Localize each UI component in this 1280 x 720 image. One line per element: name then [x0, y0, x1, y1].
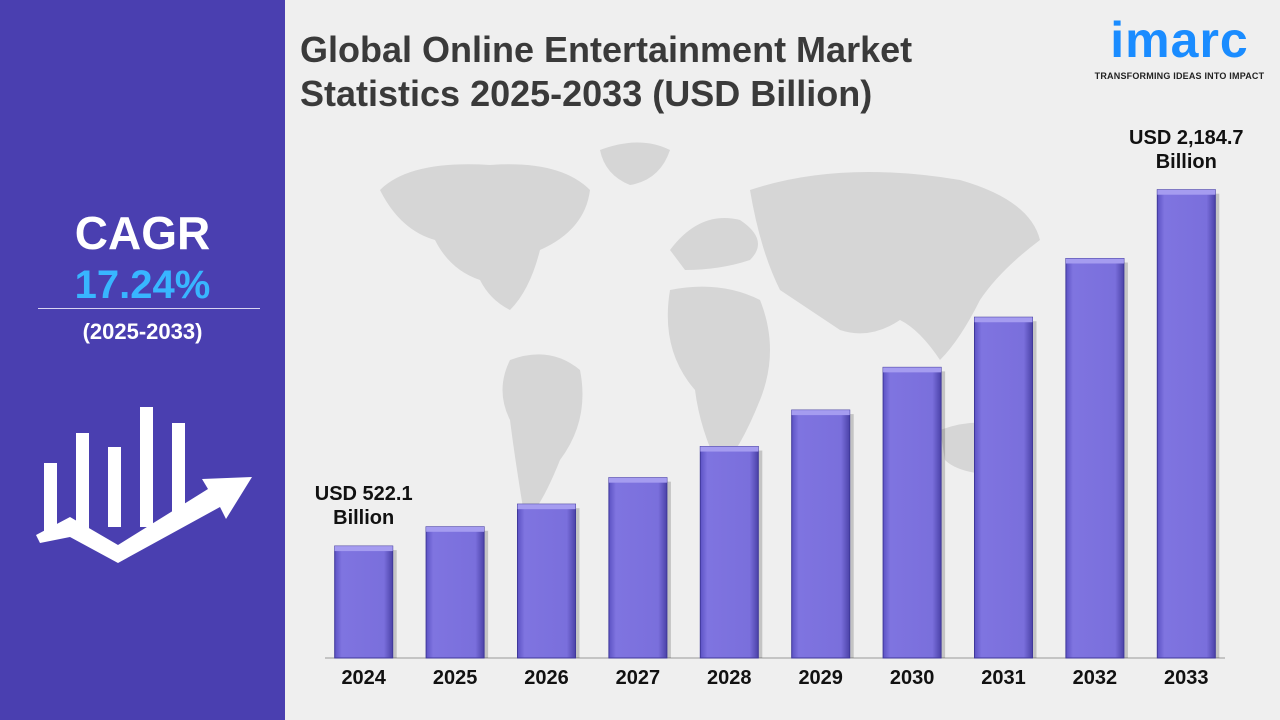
bar-2032 — [1065, 257, 1125, 659]
bar-2024 — [334, 545, 394, 659]
bar-2027 — [608, 477, 668, 659]
bar-cap-2025 — [426, 526, 485, 532]
cagr-divider — [38, 308, 260, 309]
logo-text: imarc — [1110, 12, 1249, 68]
cagr-label: CAGR — [74, 207, 211, 259]
tick-label-2030: 2030 — [890, 667, 935, 689]
bar-cap-2024 — [334, 546, 393, 552]
chart-title: Global Online Entertainment Market Stati… — [300, 28, 1040, 116]
growth-bars-arrow-icon — [36, 407, 252, 563]
bar-cap-2028 — [700, 446, 759, 452]
bar-2028 — [699, 446, 759, 659]
logo-tagline: TRANSFORMING IDEAS INTO IMPACT — [1094, 71, 1265, 81]
bar-cap-2029 — [791, 410, 850, 416]
bar-cap-2033 — [1157, 189, 1216, 195]
data-label-2033: USD 2,184.7 Billion — [1106, 126, 1266, 174]
data-label-line2: Billion — [333, 507, 395, 530]
data-label-2024: USD 522.1 Billion — [284, 482, 444, 530]
bar-2031 — [974, 316, 1033, 659]
tick-label-2025: 2025 — [433, 667, 478, 689]
left-panel: CAGR 17.24% (2025-2033) — [0, 0, 285, 720]
tick-label-2029: 2029 — [798, 667, 843, 689]
chart-title-line1: Global Online Entertainment Market — [300, 29, 913, 70]
tick-label-2024: 2024 — [341, 667, 386, 689]
bar-2030 — [882, 366, 942, 659]
bar-2033 — [1156, 189, 1216, 659]
bar-2029 — [791, 409, 851, 659]
bar-cap-2032 — [1065, 258, 1124, 264]
tick-label-2028: 2028 — [707, 667, 752, 689]
data-label-line1: USD 2,184.7 — [1129, 126, 1244, 149]
tick-label-2032: 2032 — [1073, 667, 1118, 689]
tick-label-2026: 2026 — [524, 667, 569, 689]
bar-2026 — [517, 503, 576, 659]
tick-label-2027: 2027 — [616, 667, 661, 689]
tick-label-2031: 2031 — [981, 667, 1026, 689]
bar-cap-2031 — [974, 317, 1033, 323]
bar-cap-2030 — [883, 367, 942, 373]
cagr-value: 17.24% — [74, 263, 211, 307]
bar-cap-2027 — [608, 477, 667, 483]
tick-label-2033: 2033 — [1164, 667, 1209, 689]
data-label-line1: USD 522.1 — [314, 483, 413, 506]
cagr-period: (2025-2033) — [82, 319, 203, 344]
bar-cap-2026 — [517, 504, 576, 510]
data-label-line2: Billion — [1155, 150, 1217, 173]
bar-2025 — [425, 526, 485, 659]
imarc-logo: imarc TRANSFORMING IDEAS INTO IMPACT — [1092, 12, 1267, 87]
chart-title-line2: Statistics 2025-2033 (USD Billion) — [300, 73, 873, 114]
